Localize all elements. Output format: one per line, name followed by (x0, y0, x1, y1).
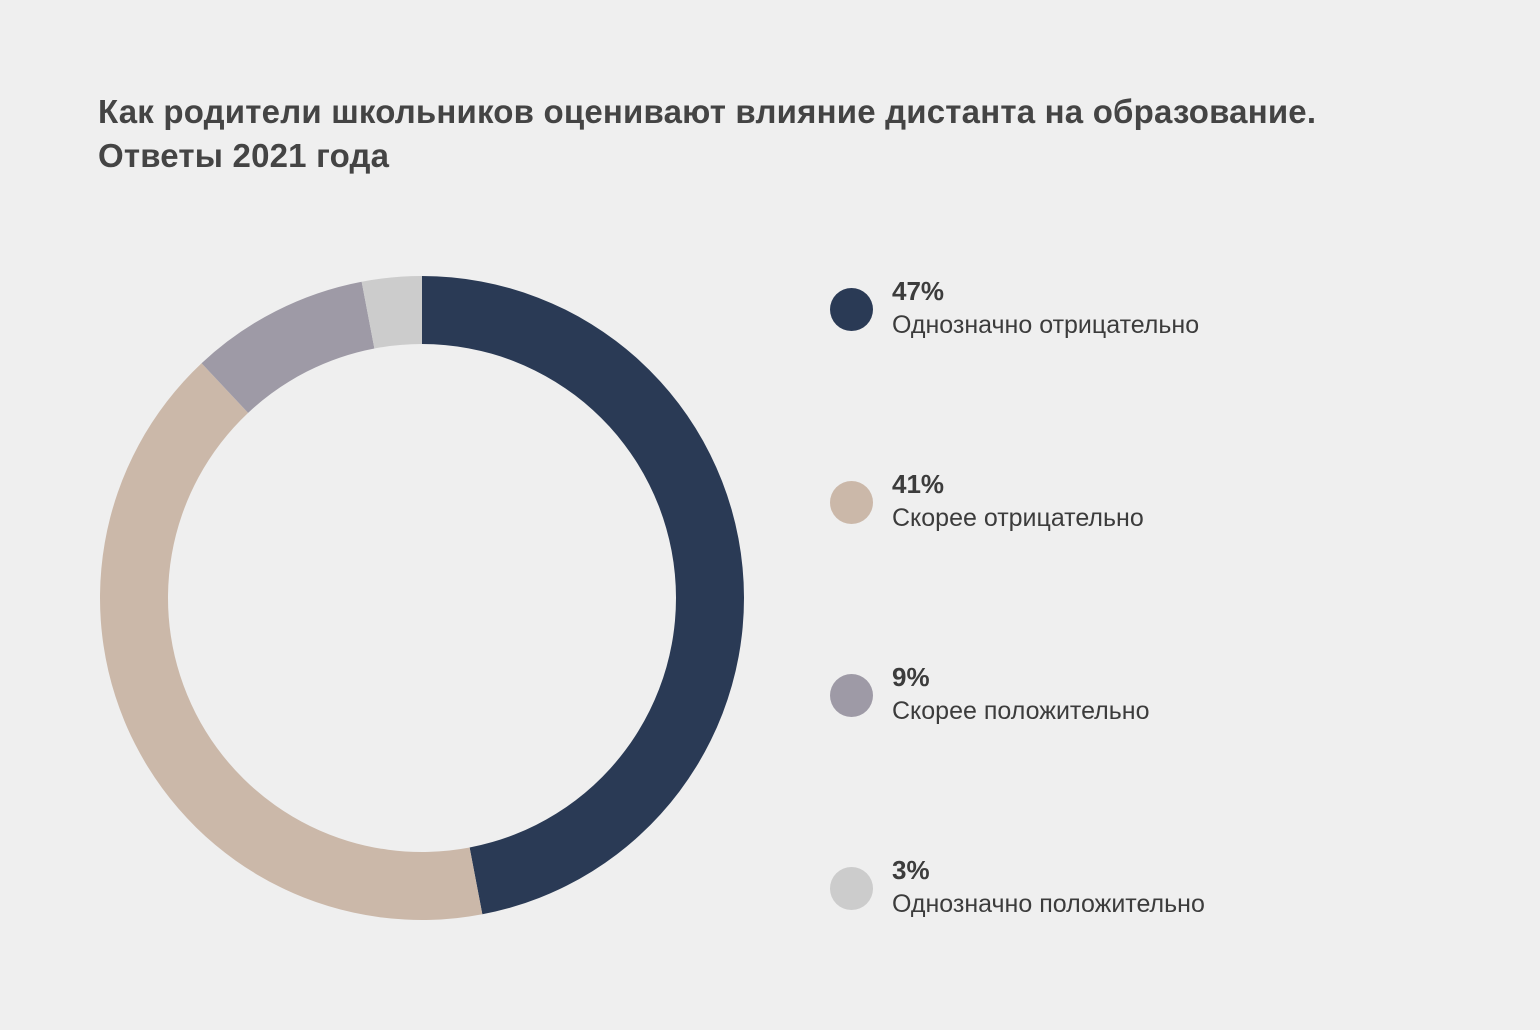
donut-chart (99, 276, 745, 920)
legend-label: Скорее положительно (892, 697, 1150, 725)
legend-label: Скорее отрицательно (892, 504, 1144, 532)
legend-value: 9% (892, 662, 930, 692)
legend-item-strongly-negative: 47% Однозначно отрицательно (830, 275, 1490, 345)
chart-title-line: Как родители школьников оценивают влияни… (98, 93, 1317, 130)
legend-label: Однозначно отрицательно (892, 311, 1200, 339)
legend-swatch (830, 867, 873, 910)
legend-swatch (830, 288, 873, 331)
legend-value: 3% (892, 855, 930, 885)
chart-subtitle: Ответы 2021 года (98, 137, 390, 174)
legend-swatch (830, 481, 873, 524)
slice-rather-negative (99, 363, 483, 920)
legend-item-rather-positive: 9% Скорее положительно (830, 661, 1490, 731)
legend-swatch (830, 674, 873, 717)
legend-label: Однозначно положительно (892, 890, 1205, 918)
legend-value: 47% (892, 276, 945, 306)
legend-item-rather-negative: 41% Скорее отрицательно (830, 468, 1490, 538)
slice-strongly-positive (361, 276, 422, 349)
legend-value: 41% (892, 469, 945, 499)
slice-strongly-negative (422, 276, 745, 915)
chart-title: Как родители школьников оценивают влияни… (98, 90, 1478, 178)
legend-item-strongly-positive: 3% Однозначно положительно (830, 854, 1490, 924)
slice-rather-positive (201, 281, 375, 413)
